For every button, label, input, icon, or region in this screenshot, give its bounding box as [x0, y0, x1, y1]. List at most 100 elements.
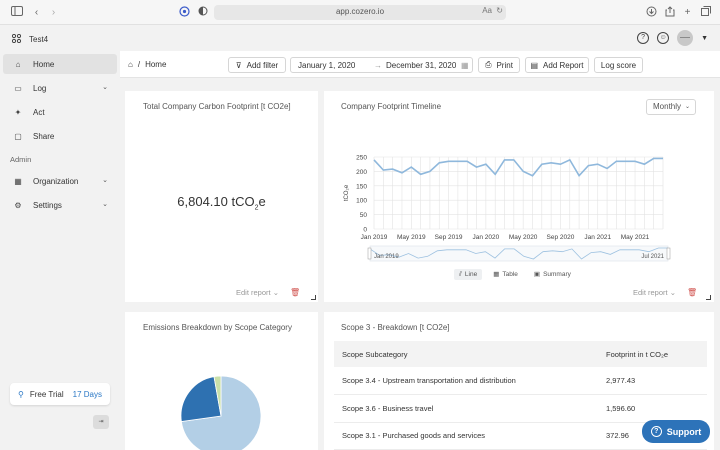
period-select[interactable]: Monthly ⌄ [646, 99, 696, 115]
x-tick-label: Jan 2019 [361, 234, 388, 241]
address-bar[interactable]: app.cozero.io Aa ↻ [214, 5, 506, 20]
sidebar-item-label: Organization [33, 176, 79, 186]
back-icon[interactable]: ‹ [34, 7, 39, 18]
table-icon: ▦ [493, 271, 500, 278]
date-to[interactable]: December 31, 2020 [386, 61, 457, 70]
delete-icon[interactable]: 🗑 [687, 288, 698, 297]
workspace-name: Test4 [29, 34, 49, 44]
table-cell-footprint: 1,596.60 [598, 394, 707, 423]
add-filter-button[interactable]: ⊽ Add filter [228, 57, 286, 73]
share-icon: ▢ [14, 131, 22, 141]
caret-down-icon[interactable]: ▼ [701, 34, 708, 42]
browser-toolbar: ‹ › app.cozero.io Aa ↻ + [0, 0, 720, 25]
table-cell-subcategory: Scope 3.6 - Business travel [334, 394, 598, 423]
privacy-icon[interactable] [178, 6, 191, 19]
support-icon[interactable]: ☺ [657, 32, 670, 44]
help-icon[interactable]: ? [637, 32, 650, 44]
url-text: app.cozero.io [335, 7, 385, 16]
breadcrumb: ⌂ / Home [128, 60, 166, 69]
trial-days-remaining: 17 Days [72, 389, 102, 399]
table-row[interactable]: Scope 3.4 - Upstream transportation and … [334, 367, 707, 395]
sidebar-item-settings[interactable]: ⚙ Settings ⌄ [3, 195, 117, 215]
reload-icon[interactable]: ↻ [496, 6, 503, 15]
card-title: Scope 3 - Breakdown [t CO2e] [341, 323, 450, 332]
date-arrow-icon: → [374, 61, 382, 70]
question-icon: ? [650, 426, 662, 437]
y-tick-label: 250 [356, 155, 367, 162]
sidebar-item-share[interactable]: ▢ Share [3, 126, 117, 146]
add-report-label: Add Report [543, 60, 584, 70]
sidebar-toggle-icon[interactable] [10, 6, 23, 19]
tab-line[interactable]: ⫽ Line [454, 269, 483, 280]
sidebar-item-label: Settings [33, 200, 62, 210]
key-icon: ⚲ [18, 389, 24, 399]
total-footprint-card: Total Company Carbon Footprint [t CO2e] … [125, 91, 318, 302]
log-score-label: Log score [600, 60, 637, 70]
sidebar-item-organization[interactable]: ▦ Organization ⌄ [3, 171, 117, 191]
tab-label: Summary [543, 271, 571, 278]
printer-icon: ⎙ [485, 60, 492, 69]
support-button[interactable]: ? Support [642, 420, 710, 443]
sidebar-item-log[interactable]: ▭ Log ⌄ [3, 78, 117, 98]
table-row[interactable]: Scope 3.6 - Business travel 1,596.60 [334, 394, 707, 423]
resize-handle-icon[interactable] [706, 295, 711, 300]
edit-report-label: Edit report [236, 288, 271, 297]
table-cell-footprint: 2,977.43 [598, 367, 707, 395]
collapse-sidebar-button[interactable]: ⇥ [93, 415, 109, 429]
new-tab-icon[interactable]: + [684, 7, 691, 18]
breadcrumb-separator: / [137, 60, 141, 69]
delete-icon[interactable]: 🗑 [290, 288, 301, 297]
shield-icon[interactable] [196, 6, 209, 19]
table-cell-subcategory: Scope 3.4 - Upstream transportation and … [334, 367, 598, 395]
value-subscript: 2 [254, 204, 259, 212]
range-start-label: Jan 2019 [374, 254, 399, 260]
range-navigator-line [369, 247, 668, 260]
edit-report-button[interactable]: Edit report ⌄ [236, 288, 279, 297]
x-tick-label: May 2019 [397, 234, 426, 241]
date-range-picker[interactable]: January 1, 2020 → December 31, 2020 ▦ [290, 57, 473, 73]
add-filter-label: Add filter [246, 60, 279, 70]
tabs-icon[interactable] [699, 6, 712, 19]
tab-summary[interactable]: ▣ Summary [529, 269, 576, 280]
sidebar: Test4 ⌂ Home ▭ Log ⌄ ✦ Act ▢ Share Admin… [0, 26, 120, 450]
pie-slice [213, 375, 222, 417]
period-select-value: Monthly [653, 102, 682, 111]
x-tick-label: Sep 2020 [547, 234, 575, 241]
chevron-down-icon: ⌄ [669, 288, 676, 297]
sidebar-item-act[interactable]: ✦ Act [3, 102, 117, 122]
gear-icon: ⚙ [14, 200, 22, 210]
report-icon: ▤ [530, 60, 539, 70]
edit-report-label: Edit report [633, 288, 668, 297]
free-trial-badge[interactable]: ⚲ Free Trial 17 Days [10, 383, 110, 405]
tab-table[interactable]: ▦ Table [488, 269, 523, 280]
add-report-button[interactable]: ▤ Add Report [525, 57, 589, 73]
sidebar-item-label: Share [33, 131, 55, 141]
download-icon[interactable] [645, 6, 658, 19]
value-main: 6,804.10 tCO [177, 194, 255, 209]
column-header[interactable]: Footprint in t CO₂e [598, 341, 707, 367]
act-icon: ✦ [14, 107, 22, 117]
share-icon[interactable] [663, 6, 676, 19]
sidebar-item-home[interactable]: ⌂ Home [3, 54, 117, 74]
forward-icon[interactable]: › [51, 7, 56, 18]
card-title: Company Footprint Timeline [341, 102, 442, 111]
workspace-switcher[interactable]: Test4 [11, 32, 49, 46]
sidebar-item-label: Log [33, 83, 47, 93]
avatar[interactable] [677, 30, 694, 46]
print-label: Print [496, 60, 513, 70]
range-handle-right [666, 247, 671, 260]
total-footprint-value: 6,804.10 tCO2e [125, 194, 318, 212]
resize-handle-icon[interactable] [311, 295, 316, 300]
reader-icon[interactable]: Aa [482, 6, 492, 15]
chart-view-tabs: ⫽ Line ▦ Table ▣ Summary [454, 269, 576, 280]
timeline-chart: 0 50 100 150 200 250 Jan 2019 May 2019 Sep 2019 J… [344, 155, 671, 262]
date-from[interactable]: January 1, 2020 [298, 61, 356, 70]
card-title: Emissions Breakdown by Scope Category [143, 323, 292, 332]
home-icon[interactable]: ⌂ [128, 60, 133, 69]
y-tick-label: 150 [356, 183, 367, 190]
edit-report-button[interactable]: Edit report ⌄ [633, 288, 676, 297]
log-score-button[interactable]: Log score [594, 57, 643, 73]
table-header-row: Scope Subcategory Footprint in t CO₂e [334, 341, 707, 367]
column-header[interactable]: Scope Subcategory [334, 341, 598, 367]
print-button[interactable]: ⎙ Print [478, 57, 520, 73]
